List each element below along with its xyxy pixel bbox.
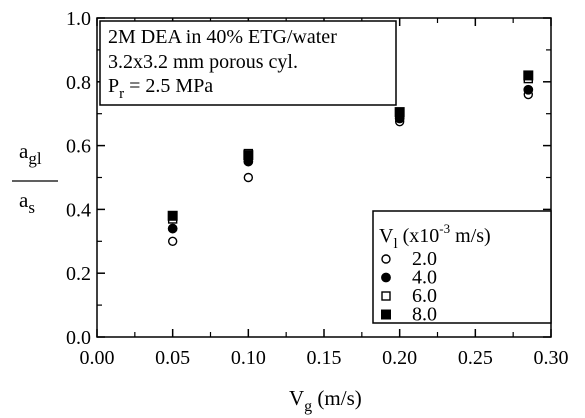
data-points xyxy=(167,70,534,247)
legend-label: 4.0 xyxy=(412,267,437,289)
legend-label: 8.0 xyxy=(412,304,437,326)
annotation-line-1: 2M DEA in 40% ETG/water xyxy=(108,26,337,48)
x-axis-label: Vg (m/s) xyxy=(289,386,362,415)
annotation-line-3: Pr = 2.5 MPa xyxy=(108,75,213,102)
legend-label: 2.0 xyxy=(412,248,437,270)
annotation-line-3-sub: r xyxy=(119,86,124,102)
x-tick-label: 0.10 xyxy=(231,347,266,369)
legend-items: 2.04.06.08.0 xyxy=(381,248,437,326)
data-point-filled-square xyxy=(167,210,178,221)
y-tick-label: 1.0 xyxy=(66,8,91,30)
tick-labels: 0.00 0.05 0.10 0.15 0.20 0.25 0.30 0.0 0.2 0.4 0.6… xyxy=(66,8,569,369)
legend-box xyxy=(372,210,552,324)
legend-marker-filled-circle xyxy=(381,272,391,283)
x-tick-label: 0.05 xyxy=(155,347,190,369)
legend-title: Vl (x10-3 m/s) xyxy=(379,221,491,252)
data-point-filled-square xyxy=(523,70,534,81)
x-tick-label: 0.25 xyxy=(458,347,493,369)
y-label-numerator: agl xyxy=(19,139,42,168)
x-tick-label: 0.20 xyxy=(382,347,417,369)
y-label-denominator: as xyxy=(19,188,35,217)
annotation-line-2: 3.2x3.2 mm porous cyl. xyxy=(108,51,298,73)
y-tick-label: 0.8 xyxy=(66,72,91,94)
legend-marker-filled-square xyxy=(381,309,391,320)
data-point-filled-circle xyxy=(167,223,178,234)
y-axis-label: agl as xyxy=(12,139,58,217)
data-point-open-circle xyxy=(243,172,254,183)
y-tick-label: 0.0 xyxy=(66,327,91,349)
x-tick-label: 0.15 xyxy=(307,347,342,369)
legend-marker-open-square xyxy=(381,291,391,301)
data-point-open-circle xyxy=(167,236,178,247)
x-tick-label: 0.30 xyxy=(534,347,569,369)
legend-label: 6.0 xyxy=(412,285,437,307)
y-tick-label: 0.6 xyxy=(66,136,91,158)
y-tick-label: 0.4 xyxy=(66,199,91,221)
data-point-filled-square xyxy=(394,107,405,118)
y-tick-label: 0.2 xyxy=(66,263,91,285)
data-point-filled-square xyxy=(243,150,254,161)
data-point-filled-circle xyxy=(523,84,534,95)
legend-marker-open-circle xyxy=(381,254,391,264)
x-tick-label: 0.00 xyxy=(80,347,115,369)
annotation-box xyxy=(99,20,397,106)
